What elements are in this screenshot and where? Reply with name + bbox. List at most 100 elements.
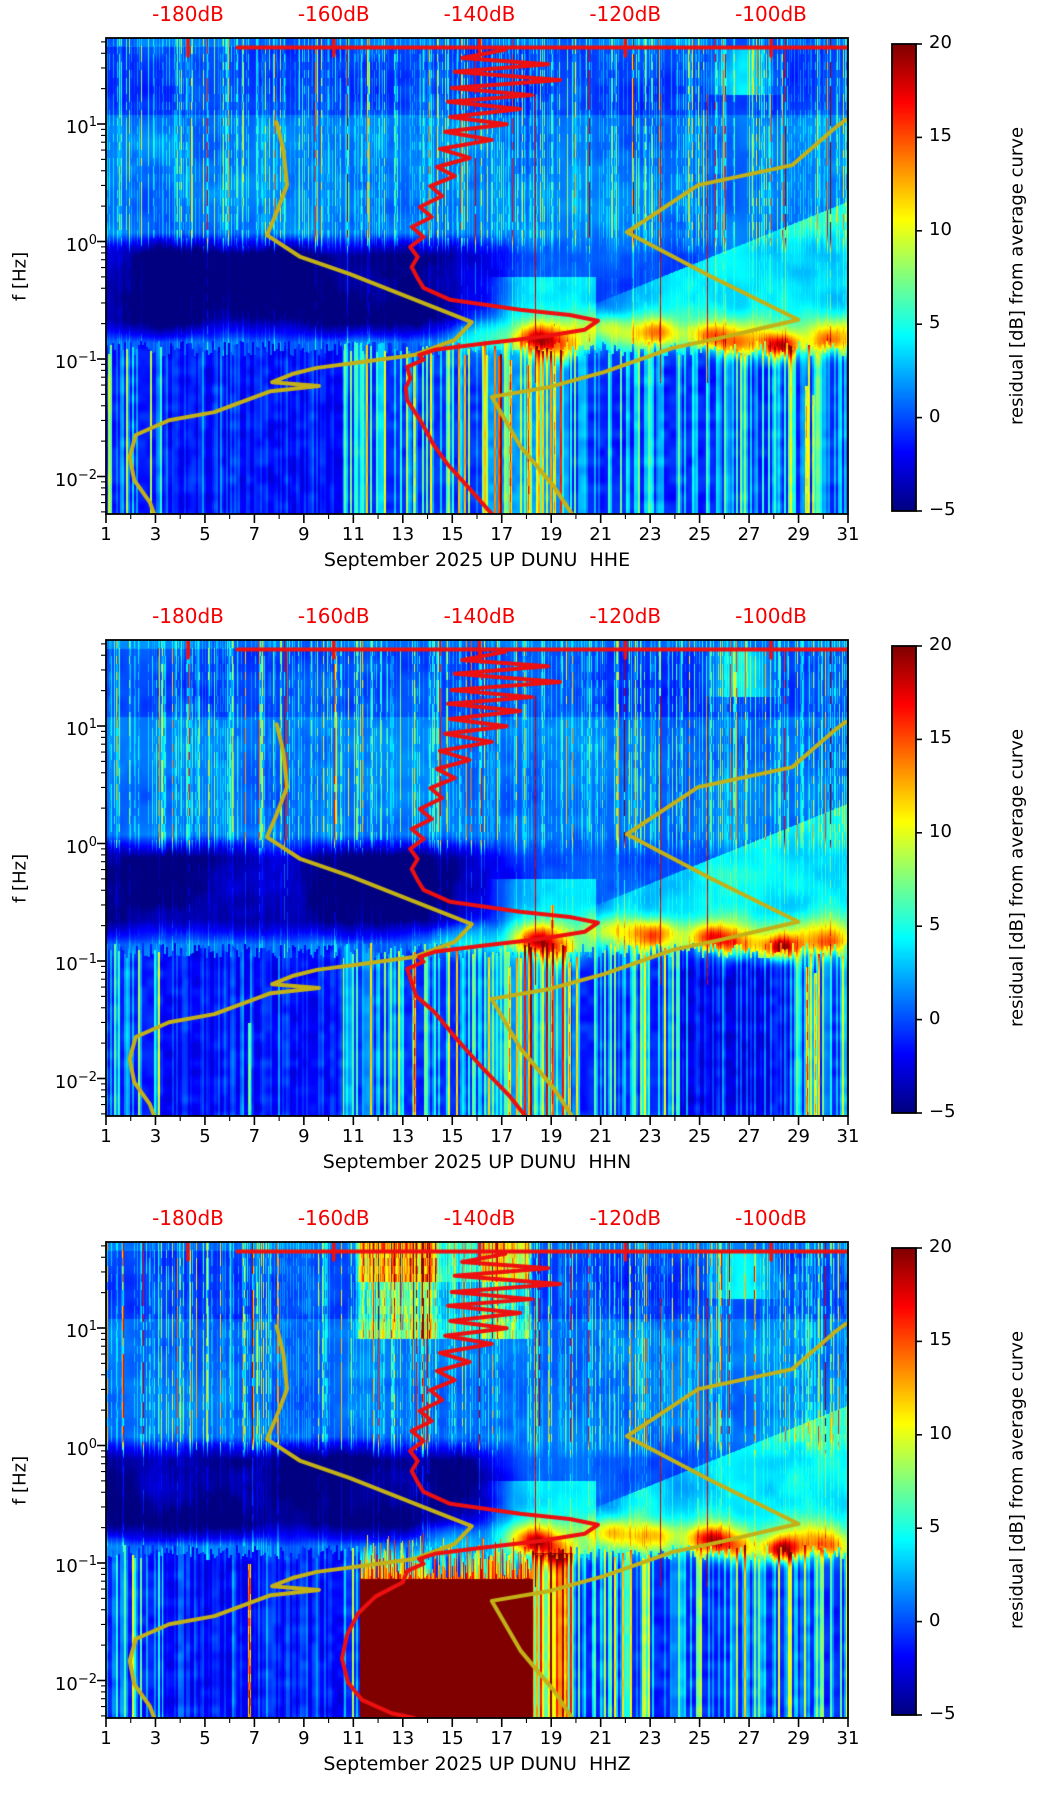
x-tick-label: 19 [539, 524, 563, 545]
colorbar-title: residual [dB] from average curve [1006, 126, 1028, 426]
y-tick-label: 100 [0, 229, 97, 258]
y-tick-label: 100 [0, 831, 97, 860]
x-tick-label: 27 [737, 524, 761, 545]
y-tick-exponent: 1 [88, 1319, 97, 1334]
colorbar-title: residual [dB] from average curve [1006, 728, 1028, 1028]
top-axis-label: -160dB [297, 2, 370, 26]
x-tick-label: 19 [539, 1728, 563, 1749]
y-tick-exponent: 1 [88, 115, 97, 130]
top-axis-label: -100dB [735, 1206, 807, 1230]
x-tick-label: 23 [638, 1126, 662, 1147]
axes-frame [97, 1241, 922, 1727]
x-tick-label: 7 [248, 1728, 261, 1749]
y-tick-mantissa: 10 [54, 954, 78, 975]
y-tick-mantissa: 10 [65, 1438, 89, 1460]
y-tick-exponent: 0 [88, 834, 97, 850]
x-tick-label: 31 [836, 1126, 860, 1147]
y-tick-label: 101 [0, 111, 97, 140]
top-axis-label: -120dB [589, 1206, 662, 1230]
top-axis-label: -100dB [735, 2, 807, 26]
top-axis-label: -140dB [443, 2, 516, 26]
top-axis-label: -140dB [443, 1206, 516, 1230]
y-tick-label: 101 [0, 713, 97, 742]
y-axis-title: f [Hz] [9, 251, 31, 301]
panel-hhn: -180dB -160dB -140dB -120dB -100dB 101 100 10−1… [0, 602, 1052, 1204]
y-tick-label: 10−1 [0, 1550, 97, 1579]
colorbar-tick-label: −5 [929, 1101, 956, 1122]
colorbar-tick-label: 0 [929, 405, 941, 427]
x-tick-label: 1 [100, 524, 112, 545]
x-tick-label: 25 [688, 1728, 712, 1749]
x-tick-label: 5 [199, 1728, 211, 1749]
x-tick-label: 7 [248, 1126, 261, 1147]
x-tick-label: 31 [836, 1728, 860, 1749]
y-tick-label: 10−2 [0, 1066, 97, 1095]
x-tick-label: 21 [589, 1126, 613, 1147]
spectrogram-canvas-hhn [106, 640, 848, 1116]
y-tick-mantissa: 10 [65, 719, 89, 740]
y-tick-label: 10−2 [0, 1668, 97, 1697]
colorbar-canvas [892, 646, 916, 1113]
axes-frame [97, 37, 922, 523]
y-tick-mantissa: 10 [54, 352, 78, 373]
y-tick-exponent: −1 [77, 952, 97, 967]
x-tick-label: 11 [341, 524, 365, 545]
x-tick-label: 27 [737, 1728, 761, 1749]
y-tick-exponent: −1 [77, 350, 97, 365]
x-tick-label: 23 [638, 1728, 662, 1749]
y-tick-mantissa: 10 [54, 469, 78, 491]
x-tick-label: 29 [787, 524, 810, 545]
top-axis-label: -120dB [589, 2, 662, 26]
colorbar-tick-label: 5 [929, 312, 941, 334]
panel-hhe: -180dB -160dB -140dB -120dB -100dB 101 100 10−1… [0, 0, 1052, 602]
x-tick-label: 19 [539, 1126, 563, 1147]
colorbar-tick-label: 15 [929, 727, 952, 749]
colorbar-tick-label: −5 [929, 1703, 956, 1724]
colorbar-tick-label: −5 [929, 499, 956, 520]
colorbar-tick-label: 15 [929, 1329, 952, 1351]
x-tick-label: 1 [100, 1728, 112, 1749]
y-tick-mantissa: 10 [65, 1321, 89, 1342]
y-tick-exponent: 1 [88, 717, 97, 732]
top-axis-label: -180dB [152, 1206, 224, 1230]
x-tick-label: 17 [490, 524, 514, 545]
x-tick-label: 13 [391, 1126, 415, 1147]
axes-frame [97, 639, 922, 1125]
x-tick-label: 27 [737, 1126, 761, 1147]
x-tick-label: 3 [149, 1728, 162, 1749]
x-tick-label: 21 [589, 524, 613, 545]
x-tick-label: 29 [787, 1728, 810, 1749]
colorbar-tick-label: 10 [929, 820, 952, 842]
x-tick-label: 9 [298, 1728, 310, 1749]
x-tick-label: 31 [836, 524, 860, 545]
colorbar-tick-label: 15 [929, 125, 952, 147]
colorbar-canvas [892, 1248, 916, 1715]
spectrogram-canvas-hhz [106, 1242, 848, 1718]
y-tick-exponent: −1 [77, 1554, 97, 1569]
y-tick-exponent: −2 [77, 1671, 97, 1687]
colorbar-tick-label: 0 [929, 1609, 941, 1631]
colorbar-canvas [892, 44, 916, 511]
x-tick-label: 7 [248, 524, 261, 545]
x-tick-label: 11 [341, 1126, 365, 1147]
x-tick-label: 5 [199, 1126, 211, 1147]
y-tick-exponent: −2 [77, 467, 97, 483]
x-tick-label: 13 [391, 1728, 415, 1749]
colorbar-tick-label: 5 [929, 1516, 941, 1538]
x-tick-label: 17 [490, 1728, 514, 1749]
top-axis-label: -160dB [297, 1206, 370, 1230]
x-tick-label: 23 [638, 524, 662, 545]
colorbar-tick-label: 0 [929, 1007, 941, 1029]
y-tick-label: 100 [0, 1433, 97, 1462]
colorbar-tick-label: 5 [929, 914, 941, 936]
y-tick-exponent: 0 [88, 1436, 97, 1452]
x-tick-label: 15 [440, 1126, 464, 1147]
colorbar-tick-label: 20 [929, 634, 952, 655]
top-axis-label: -100dB [735, 604, 807, 628]
x-tick-label: 1 [100, 1126, 112, 1147]
y-tick-mantissa: 10 [54, 1556, 78, 1577]
x-tick-label: 9 [298, 524, 310, 545]
x-tick-label: 9 [298, 1126, 310, 1147]
x-tick-label: 17 [490, 1126, 514, 1147]
y-tick-label: 101 [0, 1315, 97, 1344]
